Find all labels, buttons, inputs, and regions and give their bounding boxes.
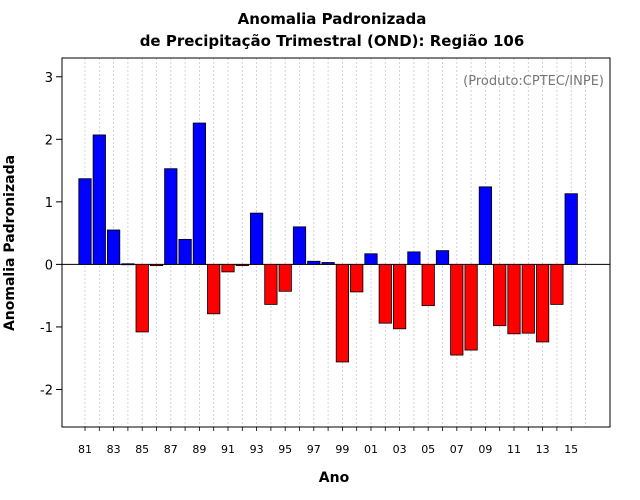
- bar-11: [507, 263, 521, 335]
- bar-12: [521, 263, 535, 334]
- bar-82: [92, 134, 106, 265]
- x-tick-label: 87: [164, 443, 178, 456]
- x-tick-label: 95: [278, 443, 292, 456]
- x-tick-label: 93: [250, 443, 264, 456]
- bar-01: [364, 253, 378, 265]
- x-tick-label: 81: [78, 443, 92, 456]
- x-tick-label: 05: [421, 443, 435, 456]
- bar-00: [350, 263, 364, 293]
- y-tick-label: 2: [45, 133, 53, 148]
- bar-89: [192, 122, 206, 265]
- bar-13: [536, 263, 550, 343]
- grid-lines: [84, 58, 586, 427]
- bar-05: [421, 263, 435, 307]
- x-tick-label: 03: [393, 443, 407, 456]
- bar-98: [321, 262, 335, 265]
- bar-14: [550, 263, 564, 305]
- x-axis-label: Ano: [319, 470, 350, 486]
- y-tick-label: 0: [45, 258, 53, 273]
- x-tick-label: 83: [107, 443, 121, 456]
- bar-09: [478, 186, 493, 265]
- x-tick-label: 99: [335, 443, 349, 456]
- plot-frame: [61, 57, 611, 428]
- bar-87: [164, 168, 178, 265]
- x-tick-label: 97: [307, 443, 321, 456]
- y-axis: -2 -1 0 1 2 3: [40, 71, 62, 398]
- credit-annotation: (Produto:CPTEC/INPE): [463, 74, 604, 89]
- bar-02: [378, 263, 392, 324]
- bar-90: [207, 263, 221, 315]
- bar-94: [264, 263, 278, 305]
- chart-title-line2: de Precipitação Trimestral (OND): Região…: [140, 32, 525, 50]
- bar-85: [135, 263, 149, 333]
- x-tick-label: 15: [564, 443, 578, 456]
- chart-title-line1: Anomalia Padronizada: [238, 10, 427, 28]
- bar-81: [78, 178, 92, 265]
- y-tick-label: -2: [40, 383, 53, 398]
- x-axis: 81 83 85 87 89 91 93 95 97 99 01 03 05 07 09 11 13 15: [78, 427, 578, 456]
- bar-04: [407, 251, 421, 265]
- x-tick-label: 91: [221, 443, 235, 456]
- bar-83: [107, 229, 121, 265]
- bar-06: [435, 250, 450, 265]
- bar-93: [249, 212, 264, 265]
- bar-03: [392, 263, 407, 330]
- bar-84: [121, 263, 135, 266]
- bar-91: [221, 263, 235, 273]
- bar-08: [464, 263, 478, 351]
- x-tick-label: 13: [536, 443, 550, 456]
- bar-92: [235, 263, 249, 267]
- bar-10: [493, 263, 507, 327]
- y-tick-label: -1: [40, 321, 53, 336]
- y-tick-label: 1: [45, 196, 53, 211]
- bars: [78, 122, 578, 363]
- x-tick-label: 85: [135, 443, 149, 456]
- x-tick-label: 01: [364, 443, 378, 456]
- bar-07: [450, 263, 464, 356]
- bar-99: [335, 263, 350, 363]
- y-axis-label: Anomalia Padronizada: [2, 155, 18, 331]
- x-tick-label: 07: [450, 443, 464, 456]
- bar-97: [307, 260, 321, 265]
- x-tick-label: 89: [192, 443, 206, 456]
- bar-86: [149, 263, 164, 267]
- bar-15: [564, 193, 578, 265]
- bar-95: [278, 263, 292, 292]
- x-tick-label: 09: [478, 443, 492, 456]
- y-tick-label: 3: [45, 71, 53, 86]
- bar-96: [292, 226, 307, 265]
- bar-88: [178, 238, 192, 265]
- x-tick-label: 11: [507, 443, 521, 456]
